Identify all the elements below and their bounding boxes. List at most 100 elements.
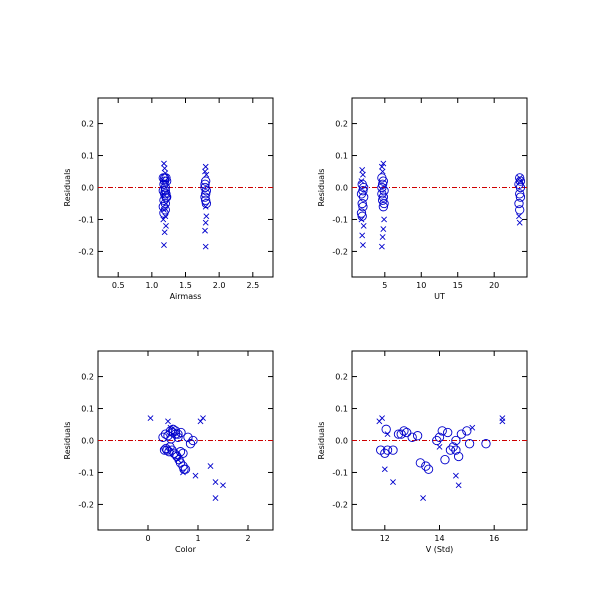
data-point-circle [159, 445, 170, 455]
scatter-panel: -0.2 -0.1 0.0 0.1 0.2 5 10 15 20 UT Residuals [317, 97, 528, 301]
data-point-x [517, 178, 524, 185]
x-tick-label: 2.0 [213, 281, 226, 290]
data-point-x [420, 495, 427, 501]
data-point-x [452, 472, 459, 479]
data-point-circle [377, 179, 388, 189]
data-point-x [358, 178, 365, 185]
data-point-circle [462, 426, 472, 436]
data-point-x [378, 243, 385, 250]
x-tick-label: 10 [416, 281, 426, 290]
data-point-x [469, 424, 476, 431]
y-tick-label: -0.1 [78, 468, 94, 477]
data-point-x [200, 415, 206, 422]
data-point-x [162, 170, 169, 177]
data-point-circle [356, 208, 367, 218]
data-point-x [212, 479, 219, 485]
y-tick-label: 0.0 [335, 184, 348, 193]
data-point-circle [445, 445, 456, 455]
data-point-x [202, 168, 208, 175]
data-point-x [202, 219, 209, 226]
x-tick-label: 2 [245, 534, 250, 543]
data-point-circle [481, 439, 491, 449]
data-point-circle [451, 435, 461, 446]
data-point-circle [415, 458, 426, 468]
data-point-circle [440, 455, 450, 465]
data-point-circle [515, 192, 526, 202]
data-point-circle [378, 202, 389, 212]
y-tick-label: -0.2 [78, 247, 94, 256]
data-point-x [202, 227, 208, 234]
data-point-x [380, 160, 387, 167]
scatter-panel: -0.2 -0.1 0.0 0.1 0.2 12 14 16 V (Std) Residuals [317, 350, 528, 554]
y-tick-label: -0.2 [78, 500, 94, 509]
x-axis-label: Airmass [170, 292, 202, 301]
data-point-x [384, 431, 391, 438]
x-axis-label: Color [175, 545, 197, 554]
y-axis-label: Residuals [63, 422, 72, 460]
data-point-circle [173, 429, 183, 439]
data-point-circle [514, 198, 524, 209]
data-point-x [380, 226, 387, 232]
data-point-x [358, 216, 365, 223]
data-point-x [381, 466, 388, 473]
data-point-circle [201, 189, 211, 199]
data-point-x [390, 479, 396, 485]
data-point-circle [412, 431, 423, 441]
data-point-circle [160, 429, 171, 439]
data-point-circle [166, 434, 176, 444]
data-point-x [379, 415, 385, 422]
data-point-x [220, 482, 226, 489]
data-point-circle [443, 427, 453, 438]
x-tick-label: 15 [453, 281, 463, 290]
data-point-circle [377, 182, 387, 193]
data-point-x [161, 165, 168, 172]
x-tick-label: 20 [489, 281, 499, 290]
y-tick-label: 0.2 [81, 120, 94, 129]
data-point-circle [456, 429, 467, 439]
data-point-x [161, 229, 168, 236]
data-point-circle [170, 426, 181, 436]
x-tick-label: 2.5 [246, 281, 259, 290]
data-point-circle [183, 432, 193, 442]
data-point-x [162, 213, 169, 220]
data-point-circle [378, 176, 389, 186]
y-tick-label: -0.1 [332, 215, 348, 224]
data-point-circle [178, 448, 188, 458]
scatter-panel: -0.2 -0.1 0.0 0.1 0.2 0.5 1.0 1.5 2.0 2.5 Airmass R… [63, 97, 274, 301]
data-point-circle [515, 189, 525, 199]
data-point-x [516, 213, 522, 220]
y-tick-label: -0.2 [332, 247, 348, 256]
y-tick-label: 0.2 [335, 120, 348, 129]
data-point-circle [160, 198, 170, 209]
data-point-circle [388, 445, 398, 455]
data-point-x [202, 243, 209, 250]
data-point-circle [200, 179, 210, 189]
data-point-circle [359, 192, 369, 202]
data-point-x [202, 163, 209, 170]
data-point-circle [451, 445, 461, 455]
data-point-x [436, 443, 443, 450]
x-tick-label: 0.5 [112, 281, 125, 290]
data-point-x [516, 219, 523, 226]
data-point-circle [437, 426, 447, 436]
y-tick-label: 0.0 [81, 437, 94, 446]
data-point-x [161, 160, 167, 167]
y-tick-label: 0.2 [335, 373, 348, 382]
data-point-x [161, 242, 167, 248]
data-point-circle [162, 192, 172, 202]
data-point-circle [201, 176, 211, 186]
y-axis-label: Residuals [63, 169, 72, 207]
data-point-x [360, 222, 367, 229]
y-tick-label: 0.1 [81, 405, 94, 414]
data-point-circle [201, 195, 211, 205]
x-tick-label: 1.0 [145, 281, 158, 290]
data-point-circle [402, 427, 412, 438]
data-point-circle [160, 186, 170, 196]
data-point-x [160, 190, 167, 197]
data-point-circle [515, 182, 526, 193]
data-point-circle [396, 429, 406, 439]
data-point-circle [161, 443, 171, 454]
data-point-circle [448, 442, 458, 452]
data-point-circle [382, 445, 393, 455]
